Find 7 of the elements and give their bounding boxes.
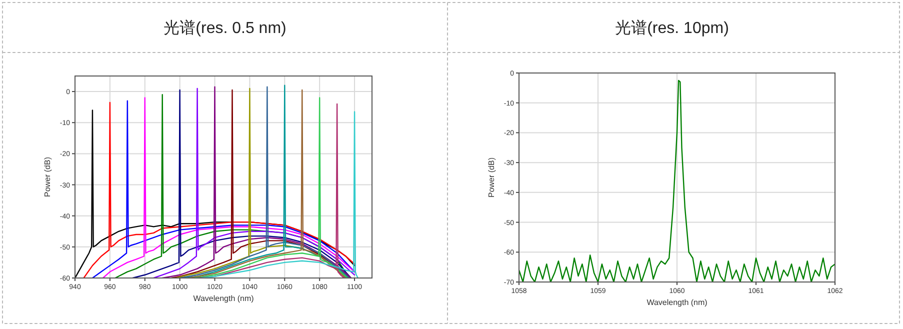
chart-title: 光谱(res. 10pm) (615, 19, 729, 37)
x-axis-title: Wavelength (nm) (646, 298, 708, 307)
x-axis-title: Wavelength (nm) (193, 294, 254, 303)
chart-title: 光谱(res. 0.5 nm) (164, 19, 286, 37)
y-axis-title: Power (dB) (43, 156, 52, 198)
y-axis-title: Power (dB) (487, 157, 496, 198)
line-series (519, 80, 835, 282)
